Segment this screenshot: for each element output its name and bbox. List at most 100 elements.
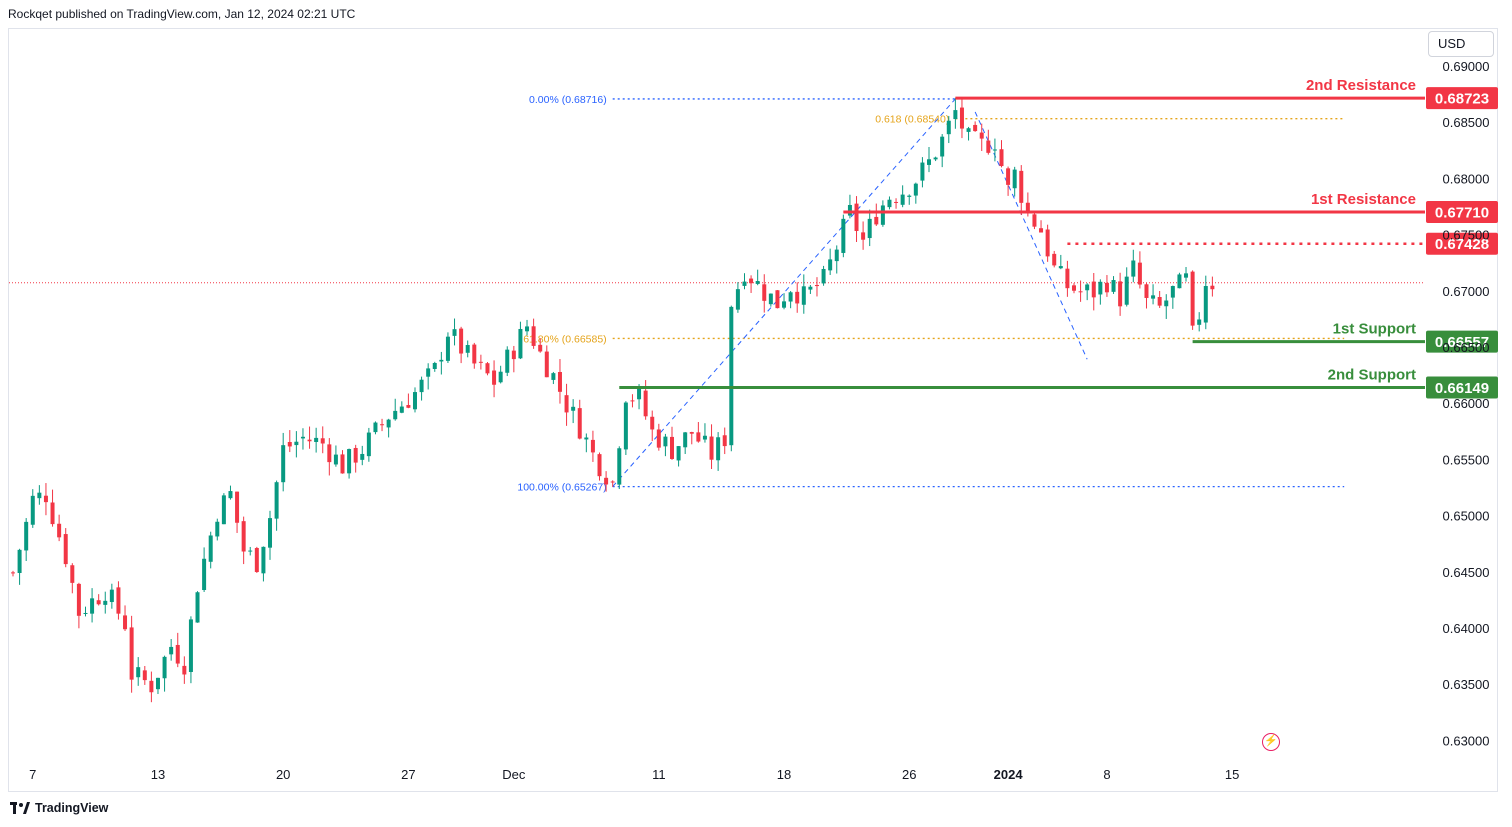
candle-body [1157,297,1162,306]
candle-body [959,107,964,129]
y-axis[interactable]: 0.69000 0.68500 0.68000 0.67500 0.67000 0.665… [1443,59,1490,748]
candle-body [907,195,912,197]
candle-body [946,120,951,135]
fibonacci-retracement[interactable]: 0.00% (0.68716) 100.00% (0.65267) 0.618 (0… [517,94,1345,494]
y-tick-label: 0.69000 [1443,59,1490,74]
price-tag-label: 0.68723 [1435,91,1489,108]
candle-body [274,482,279,519]
candle-body [353,447,358,463]
y-tick-label: 0.65500 [1443,452,1490,467]
y-tick-label: 0.64000 [1443,621,1490,636]
candle-body [979,132,984,139]
candle-body [999,149,1004,167]
candle-body [933,157,938,160]
candle-body [426,368,431,377]
candle-body [123,615,128,630]
price-tag [1426,200,1498,223]
candle-body [729,306,734,446]
candle-body [551,373,556,380]
candle-body [452,329,457,336]
candle-body [136,667,141,678]
candle-body [347,449,352,474]
publisher-line: Rockqet published on TradingView.com, Ja… [8,7,356,21]
candlestick-series [11,97,1215,703]
candle-body [419,379,424,393]
candle-body [768,293,773,305]
x-tick-label: 15 [1225,767,1239,782]
candle-body [696,432,701,442]
candle-body [1065,268,1070,289]
candle-body [195,592,200,623]
support-resistance-levels[interactable]: 2nd Resistance 0.68723 1st Resistance 0.677… [619,77,1498,399]
chart-frame [8,28,1498,792]
candle-body [208,535,213,562]
candle-body [597,454,602,477]
candle-body [169,646,174,655]
candle-body [1164,300,1169,307]
candle-body [788,292,793,302]
candle-body [129,627,134,680]
candle-body [57,523,62,538]
x-tick-label: 20 [276,767,290,782]
candle-body [1025,202,1030,212]
candle-body [340,454,345,474]
y-tick-label: 0.68000 [1443,171,1490,186]
level-name: 2nd Resistance [1306,77,1416,94]
candle-body [564,395,569,413]
x-tick-label: 11 [652,767,666,782]
candle-body [399,406,404,413]
x-tick-label: 26 [902,767,916,782]
candle-body [511,350,516,360]
candle-body [24,521,29,551]
candle-body [670,436,674,459]
candle-body [182,665,187,675]
trend-lines[interactable] [612,98,1088,487]
fib-level-label: 100.00% (0.65267) [517,482,606,494]
candle-body [445,336,450,361]
candle-body [393,410,398,420]
trend-line[interactable] [612,98,956,487]
candle-body [109,589,114,603]
candle-body [973,124,978,132]
candle-body [1098,281,1103,295]
candle-body [360,453,365,460]
x-axis[interactable]: 7 13 20 27 Dec 11 18 26 2024 8 15 [29,767,1239,782]
candle-body [689,432,694,434]
lightning-bolt-icon[interactable]: ⚡ [1262,733,1280,751]
candle-body [834,249,839,262]
trend-line[interactable] [974,111,1088,360]
candle-body [1210,285,1215,290]
footer-brand[interactable]: TradingView [10,801,108,815]
x-tick-label: 13 [151,767,165,782]
candle-body [1078,291,1083,293]
candle-body [966,128,971,132]
candle-body [439,359,444,362]
candle-body [149,680,154,693]
candle-body [650,416,655,430]
candle-body [103,600,108,605]
level-name: 2nd Support [1328,366,1416,383]
price-tag-label: 0.67710 [1435,204,1489,221]
candle-body [577,408,582,439]
candle-body [518,328,523,359]
candle-body [1170,286,1175,298]
y-tick-label: 0.68500 [1443,115,1490,130]
candle-body [854,203,859,231]
candle-body [610,481,615,483]
price-tag [1426,232,1498,255]
currency-button[interactable]: USD [1428,31,1494,57]
candle-body [380,424,385,426]
price-tag-label: 0.66557 [1435,334,1489,351]
candle-body [412,392,417,410]
candle-body [617,448,622,485]
candle-body [162,656,167,679]
candle-body [1012,169,1017,189]
y-tick-label: 0.66000 [1443,396,1490,411]
candle-body [531,326,536,346]
candle-body [584,437,589,440]
candle-body [795,291,800,304]
candle-body [782,301,787,308]
candle-body [1144,284,1149,298]
candle-body [716,437,721,461]
